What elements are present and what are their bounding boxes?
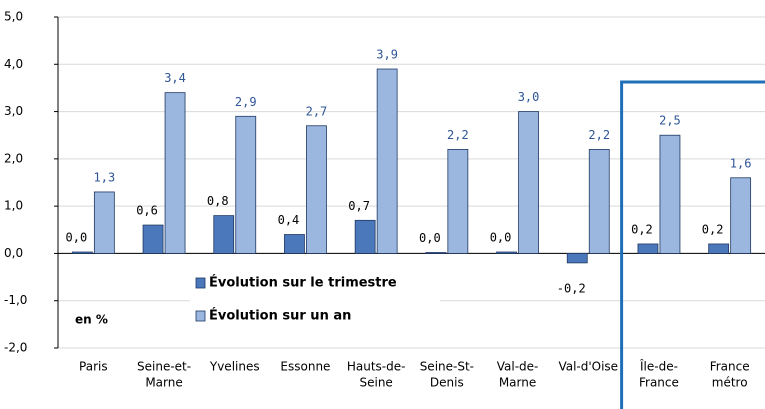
value-label: 2,2: [447, 128, 469, 142]
value-label: 0,8: [207, 194, 229, 208]
y-tick-label: 3,0: [4, 104, 23, 118]
annotation: en %: [75, 313, 108, 327]
x-tick-label: Seine-et-: [137, 360, 191, 374]
y-tick-label: 2,0: [4, 151, 23, 165]
bar: [588, 148, 610, 254]
y-tick-label: -2,0: [4, 341, 27, 355]
x-tick-label: Yvelines: [209, 360, 260, 374]
x-tick-label: Seine: [359, 376, 392, 390]
value-label: 2,2: [588, 128, 610, 142]
value-label: 0,4: [278, 213, 300, 227]
y-tick-label: 4,0: [4, 57, 23, 71]
value-label: 1,3: [94, 170, 116, 184]
x-tick-label: Val-de-: [497, 360, 539, 374]
bar: [306, 125, 327, 254]
x-tick-label: Seine-St-: [420, 360, 474, 374]
bar: [376, 68, 398, 254]
x-tick-label: Marne: [499, 376, 536, 390]
x-tick-label: Denis: [430, 376, 464, 390]
value-label: 3,0: [518, 90, 540, 104]
bar: [93, 191, 115, 254]
y-tick-label: 0,0: [4, 246, 23, 260]
x-tick-label: Val-d'Oise: [558, 360, 618, 374]
legend-swatch: [195, 310, 206, 322]
value-label: 1,6: [730, 156, 752, 170]
value-label: 0,0: [490, 231, 512, 245]
value-label: 0,2: [702, 222, 724, 236]
x-tick-label: Essonne: [280, 360, 330, 374]
y-tick-label: -1,0: [4, 293, 27, 307]
bar: [518, 111, 539, 254]
bar: [213, 215, 235, 254]
value-label: 2,5: [659, 114, 681, 128]
value-label: 3,4: [164, 71, 186, 85]
x-tick-label: Hauts-de-: [347, 360, 406, 374]
bar: [354, 219, 376, 254]
highlight-frame: [620, 80, 765, 409]
bar: [447, 148, 469, 254]
x-tick-label: Paris: [79, 360, 108, 374]
bar: [235, 115, 257, 254]
x-tick-label: Île-de-: [639, 359, 678, 374]
value-label: 0,6: [136, 204, 158, 218]
x-tick-label: France: [639, 376, 679, 390]
value-label: 0,0: [66, 231, 88, 245]
bar: [71, 251, 93, 254]
value-label: 0,0: [419, 231, 441, 245]
legend-label: Évolution sur le trimestre: [209, 275, 397, 291]
bar: [284, 234, 305, 254]
y-tick-label: 1,0: [4, 199, 23, 213]
value-label: 3,9: [376, 48, 398, 62]
value-label: -0,2: [557, 281, 586, 295]
bar: [496, 251, 517, 254]
bar: [164, 92, 186, 254]
value-label: 0,2: [631, 222, 653, 236]
value-label: 2,7: [306, 104, 328, 118]
legend-box: [190, 264, 440, 330]
bar: [659, 134, 681, 254]
value-label: 2,9: [235, 95, 257, 109]
legend-swatch: [195, 277, 206, 289]
x-tick-label: métro: [712, 376, 748, 390]
x-tick-label: France: [710, 360, 750, 374]
y-tick-label: 5,0: [4, 10, 23, 24]
bar: [730, 177, 752, 254]
bar: [637, 243, 659, 254]
bar: [566, 253, 588, 264]
x-tick-label: Marne: [145, 376, 182, 390]
bar: [142, 224, 164, 254]
legend-label: Évolution sur un an: [209, 308, 351, 324]
value-label: 0,7: [348, 199, 370, 213]
bar: [708, 243, 730, 254]
bar: [425, 252, 447, 254]
